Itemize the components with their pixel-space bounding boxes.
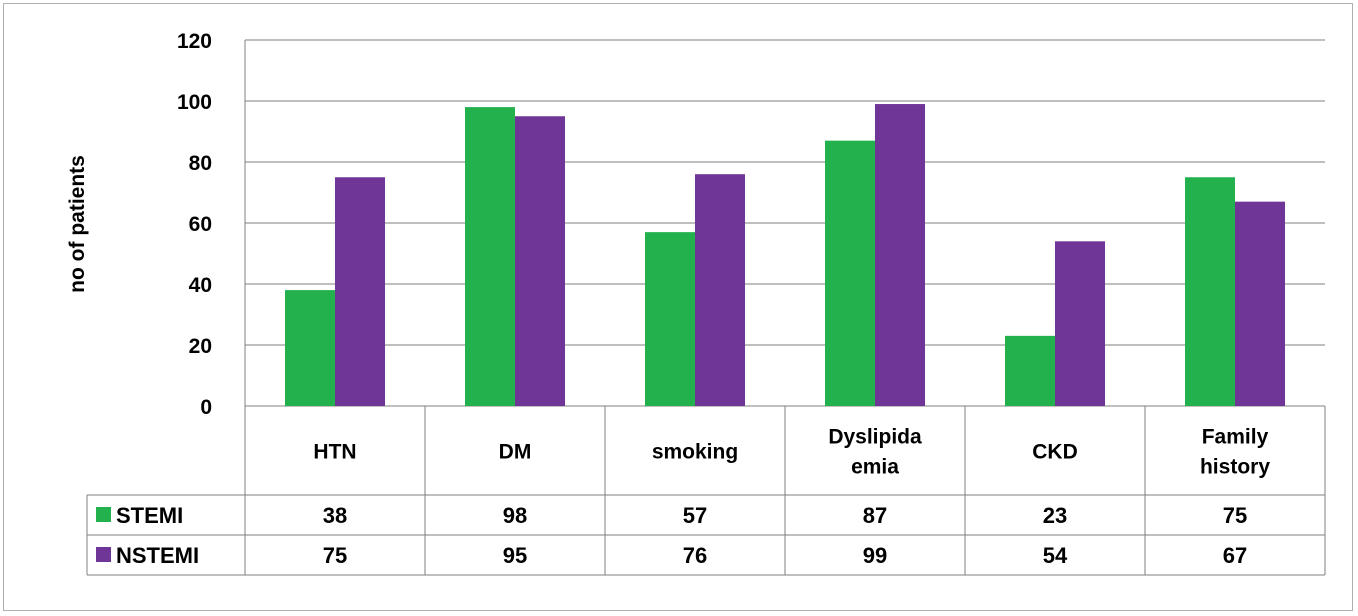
bar-stemi-smoking <box>645 232 695 406</box>
chart-frame <box>3 3 1353 611</box>
data-value: 57 <box>683 503 707 528</box>
bar-stemi-dyslipidaemia <box>825 140 875 406</box>
data-value: 75 <box>1223 503 1247 528</box>
bar-nstemi-htn <box>335 177 385 406</box>
bar-stemi-ckd <box>1005 335 1055 406</box>
category-label: smoking <box>652 441 738 464</box>
category-label: CKD <box>1032 441 1078 464</box>
data-value: 76 <box>683 543 707 568</box>
category-label: Dyslipida emia <box>828 426 922 479</box>
data-value: 54 <box>1043 543 1068 568</box>
y-tick-label: 60 <box>189 213 212 236</box>
y-tick-label: 20 <box>189 335 212 358</box>
bar-nstemi-ckd <box>1055 241 1105 406</box>
gridlines <box>244 39 1325 407</box>
bar-stemi-htn <box>285 290 335 406</box>
data-table: HTN DM smoking Dyslipida emia CKD Family histor… <box>86 406 1326 576</box>
legend-key-nstemi <box>96 547 111 562</box>
category-label: Family history <box>1200 426 1270 479</box>
data-value: 23 <box>1043 503 1067 528</box>
y-axis-ticks: 0 20 40 60 80 100 120 <box>177 30 212 419</box>
bar-nstemi-familyhistory <box>1235 201 1285 406</box>
data-value: 38 <box>323 503 347 528</box>
y-tick-label: 0 <box>200 396 212 419</box>
bars <box>285 104 1285 407</box>
data-value: 95 <box>503 543 527 568</box>
data-value: 75 <box>323 543 347 568</box>
data-value: 87 <box>863 503 887 528</box>
bar-stemi-dm <box>465 107 515 406</box>
y-tick-label: 80 <box>189 152 212 175</box>
y-axis-label: no of patients <box>66 155 89 293</box>
data-value: 98 <box>503 503 527 528</box>
data-value: 67 <box>1223 543 1247 568</box>
bar-nstemi-dm <box>515 116 565 406</box>
category-label: DM <box>499 441 532 464</box>
data-value: 99 <box>863 543 887 568</box>
legend-label-nstemi: NSTEMI <box>116 543 199 568</box>
bar-nstemi-smoking <box>695 174 745 406</box>
legend-key-stemi <box>96 507 111 522</box>
legend-label-stemi: STEMI <box>116 503 183 528</box>
bar-stemi-familyhistory <box>1185 177 1235 406</box>
category-label: HTN <box>313 441 356 464</box>
y-tick-label: 120 <box>177 30 212 53</box>
y-tick-label: 40 <box>189 274 212 297</box>
bar-nstemi-dyslipidaemia <box>875 104 925 407</box>
y-tick-label: 100 <box>177 91 212 114</box>
